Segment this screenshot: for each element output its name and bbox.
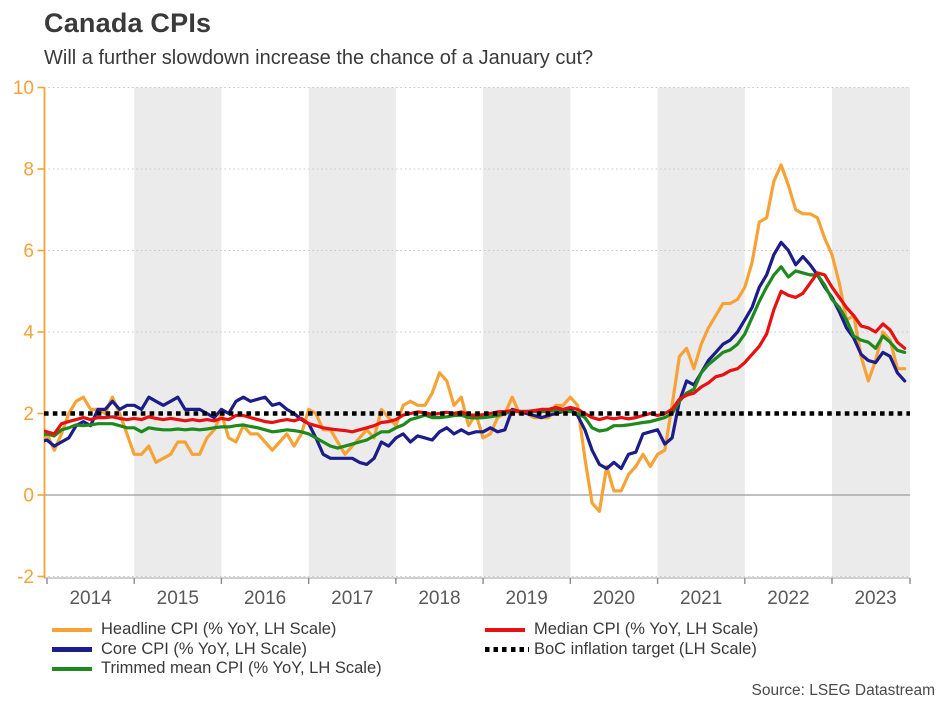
legend-label-trimmed-mean-cpi: Trimmed mean CPI (% YoY, LH Scale) [101,659,382,678]
cpi-line-chart: 10 8 6 4 2 0 -2 2014 2015 2016 2017 2018 2019 2020 202… [13,78,911,609]
legend-item-headline-cpi: Headline CPI (% YoY, LH Scale) [52,620,382,640]
svg-text:2016: 2016 [244,588,286,609]
legend-item-median-cpi: Median CPI (% YoY, LH Scale) [485,620,758,640]
headline-cpi-swatch-icon [52,627,92,632]
legend-label-core-cpi: Core CPI (% YoY, LH Scale) [101,639,308,658]
legend-item-boc-target: BoC inflation target (LH Scale) [485,640,758,660]
boc-target-dotted-swatch-icon [485,647,529,652]
svg-text:2015: 2015 [157,588,199,609]
trimmed-mean-cpi-swatch-icon [52,666,92,671]
core-cpi-swatch-icon [52,647,92,652]
svg-text:2: 2 [23,404,34,425]
source-attribution: Source: LSEG Datastream [751,682,936,699]
legend-item-trimmed-mean-cpi: Trimmed mean CPI (% YoY, LH Scale) [52,659,382,679]
svg-text:2023: 2023 [854,588,896,609]
svg-text:2019: 2019 [506,588,548,609]
svg-text:0: 0 [23,486,34,507]
svg-text:6: 6 [23,241,34,262]
median-cpi-swatch-icon [485,627,525,632]
svg-text:8: 8 [23,160,34,181]
svg-text:2020: 2020 [593,588,635,609]
legend-label-median-cpi: Median CPI (% YoY, LH Scale) [534,620,759,639]
svg-text:2014: 2014 [69,588,112,609]
svg-text:2018: 2018 [418,588,460,609]
legend-label-boc-target: BoC inflation target (LH Scale) [534,639,757,658]
page-subtitle: Will a further slowdown increase the cha… [44,47,594,69]
chart-legend-column-2: Median CPI (% YoY, LH Scale) BoC inflati… [485,620,758,659]
svg-text:2022: 2022 [767,588,809,609]
legend-label-headline-cpi: Headline CPI (% YoY, LH Scale) [101,620,337,639]
svg-text:2017: 2017 [331,588,373,609]
chart-legend-column-1: Headline CPI (% YoY, LH Scale) Core CPI … [52,620,382,679]
svg-text:-2: -2 [17,567,34,588]
svg-text:4: 4 [23,323,34,344]
page-title: Canada CPIs [44,8,212,38]
legend-item-core-cpi: Core CPI (% YoY, LH Scale) [52,640,382,660]
svg-text:10: 10 [13,78,34,99]
svg-text:2021: 2021 [680,588,722,609]
